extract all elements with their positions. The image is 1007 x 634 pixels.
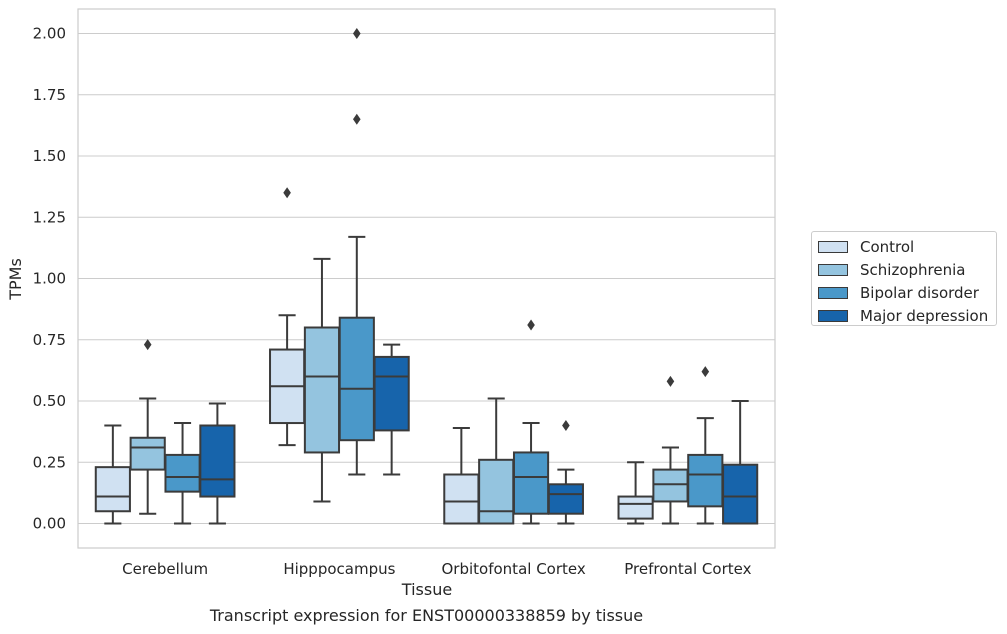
box-bipolar-disorder <box>338 28 375 476</box>
legend-item: Schizophrenia <box>818 258 990 281</box>
box-iqr <box>164 453 201 493</box>
y-tick-label: 0.00 <box>33 515 66 533</box>
box-schizophrenia <box>652 375 689 525</box>
outlier-point <box>701 366 710 378</box>
y-tick-label: 1.25 <box>33 208 66 226</box>
box-iqr <box>94 466 131 513</box>
legend-swatch <box>818 286 848 299</box>
box-major-depression <box>722 400 759 525</box>
box-iqr <box>478 458 515 525</box>
box-major-depression <box>547 420 584 525</box>
outlier-point <box>353 28 361 39</box>
outlier-point <box>527 319 535 331</box>
box-iqr <box>129 436 166 471</box>
x-axis-label: Tissue <box>401 580 452 599</box>
plot-frame <box>77 8 776 549</box>
x-tick-label: Hipppocampus <box>283 560 395 578</box>
box-major-depression <box>373 343 410 476</box>
y-tick-label: 0.50 <box>33 392 66 410</box>
legend-label: Major depression <box>860 306 989 325</box>
plot-boxes <box>94 28 759 525</box>
box-schizophrenia <box>129 339 166 515</box>
outlier-point <box>353 113 361 125</box>
legend-item: Bipolar disorder <box>818 281 990 304</box>
box-iqr <box>338 316 375 442</box>
box-control <box>94 424 131 525</box>
box-iqr <box>652 468 689 503</box>
legend-label: Schizophrenia <box>860 260 966 279</box>
legend: Control Schizophrenia Bipolar disorder Majo… <box>811 231 997 326</box>
legend-label: Control <box>860 237 915 256</box>
box-iqr <box>512 451 550 515</box>
y-axis-label: TPMs <box>6 258 25 301</box>
x-tick-label: Orbitofontal Cortex <box>442 560 586 578</box>
box-iqr <box>443 473 480 525</box>
box-iqr <box>722 463 759 525</box>
box-control <box>269 187 306 447</box>
legend-swatch <box>818 309 848 322</box>
y-tick-label: 0.75 <box>33 331 66 349</box>
legend-item: Major depression <box>818 304 990 327</box>
box-schizophrenia <box>478 397 515 525</box>
box-schizophrenia <box>303 257 341 503</box>
legend-swatch <box>818 240 848 253</box>
outlier-point <box>283 187 291 199</box>
outlier-point <box>666 375 675 387</box>
x-tick-label: Prefrontal Cortex <box>624 560 751 578</box>
y-tick-label: 1.75 <box>33 86 66 104</box>
chart-title: Transcript expression for ENST0000033885… <box>209 606 644 625</box>
y-tick-label: 2.00 <box>33 25 66 43</box>
legend-swatch <box>818 263 848 276</box>
box-iqr <box>617 495 654 520</box>
box-major-depression <box>199 402 236 525</box>
box-iqr <box>687 453 724 508</box>
box-bipolar-disorder <box>512 319 550 525</box>
box-iqr <box>303 326 341 454</box>
y-tick-label: 1.00 <box>33 270 66 288</box>
outlier-point <box>562 420 570 431</box>
box-bipolar-disorder <box>687 366 724 525</box>
legend-label: Bipolar disorder <box>860 283 979 302</box>
outlier-point <box>143 339 152 351</box>
box-control <box>443 426 480 525</box>
x-tick-labels: Cerebellum Hipppocampus Orbitofontal Corte… <box>122 560 751 578</box>
x-tick-label: Cerebellum <box>122 560 208 578</box>
box-iqr <box>373 355 410 432</box>
legend-item: Control <box>818 235 990 258</box>
y-tick-labels: 0.00 0.25 0.50 0.75 1.00 1.25 1.50 1.75 2.00 <box>33 25 66 533</box>
box-control <box>617 461 654 525</box>
box-bipolar-disorder <box>164 422 201 525</box>
box-iqr <box>199 424 236 498</box>
y-tick-label: 0.25 <box>33 453 66 471</box>
y-tick-label: 1.50 <box>33 147 66 165</box>
box-iqr <box>547 483 584 515</box>
